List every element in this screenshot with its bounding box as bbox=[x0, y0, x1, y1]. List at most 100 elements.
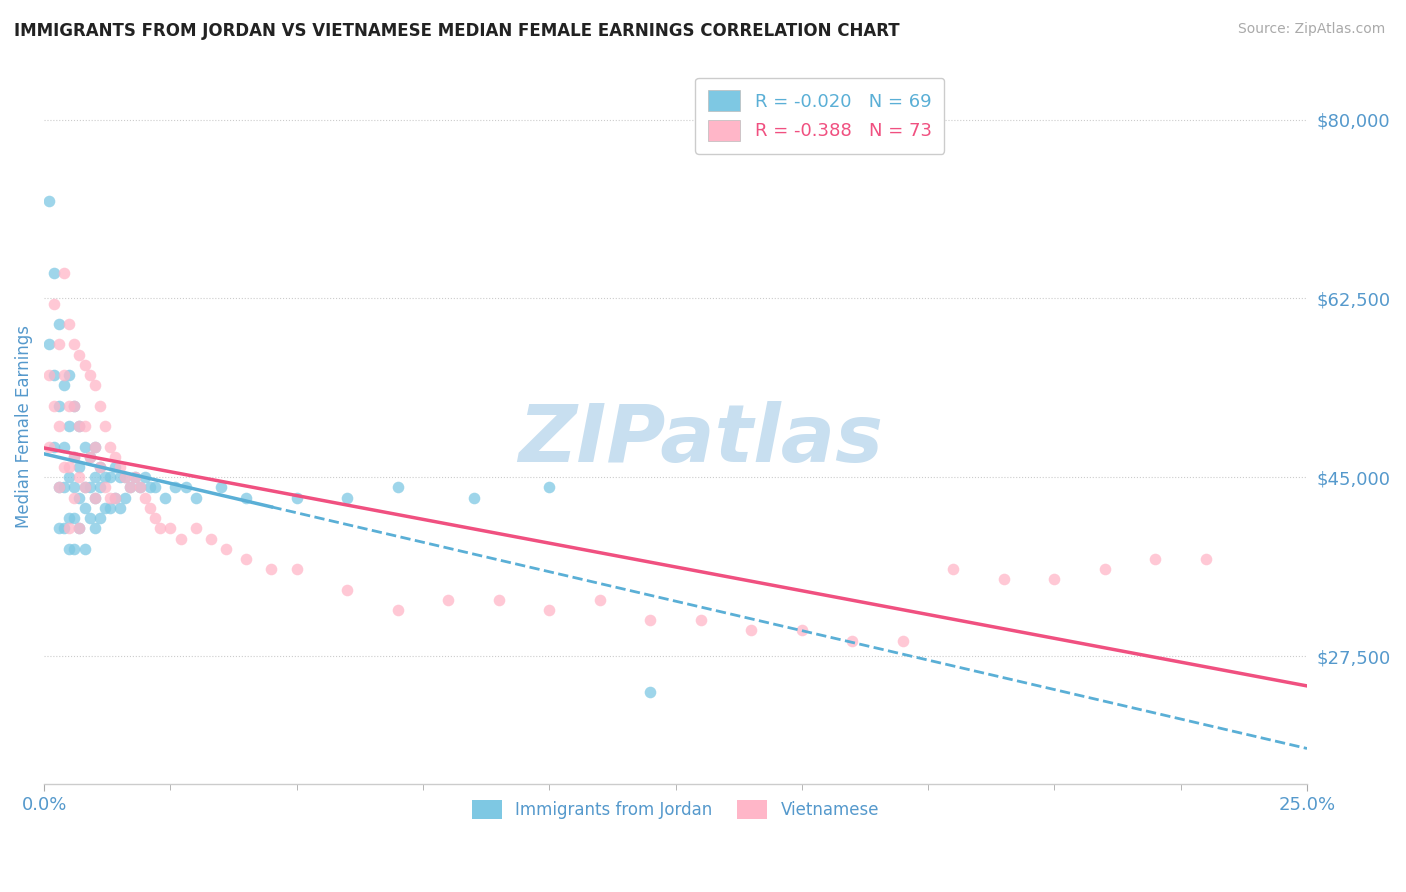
Point bbox=[69, 491, 91, 505]
Point bbox=[387, 480, 409, 494]
Point bbox=[108, 500, 131, 515]
Point bbox=[942, 562, 965, 576]
Point bbox=[83, 378, 105, 392]
Point bbox=[89, 399, 111, 413]
Point bbox=[48, 419, 70, 434]
Point bbox=[53, 440, 76, 454]
Point bbox=[58, 368, 80, 382]
Point bbox=[83, 440, 105, 454]
Point bbox=[1144, 552, 1167, 566]
Point bbox=[159, 521, 181, 535]
Point bbox=[58, 317, 80, 331]
Point bbox=[215, 541, 238, 556]
Point bbox=[104, 450, 127, 464]
Point bbox=[387, 603, 409, 617]
Point bbox=[689, 613, 711, 627]
Point bbox=[93, 480, 115, 494]
Point bbox=[143, 511, 166, 525]
Point bbox=[169, 532, 191, 546]
Y-axis label: Median Female Earnings: Median Female Earnings bbox=[15, 325, 32, 528]
Point bbox=[53, 368, 76, 382]
Point bbox=[118, 480, 141, 494]
Point bbox=[69, 348, 91, 362]
Point bbox=[98, 491, 121, 505]
Text: ZIPatlas: ZIPatlas bbox=[519, 401, 883, 479]
Point bbox=[79, 480, 101, 494]
Point bbox=[63, 337, 86, 351]
Point bbox=[124, 470, 146, 484]
Point bbox=[44, 399, 66, 413]
Point bbox=[184, 521, 207, 535]
Point bbox=[538, 603, 561, 617]
Point bbox=[93, 500, 115, 515]
Point bbox=[83, 491, 105, 505]
Point bbox=[124, 470, 146, 484]
Point bbox=[44, 266, 66, 280]
Point bbox=[83, 491, 105, 505]
Point bbox=[63, 450, 86, 464]
Point bbox=[139, 500, 162, 515]
Point bbox=[209, 480, 232, 494]
Point bbox=[73, 419, 96, 434]
Point bbox=[63, 541, 86, 556]
Point bbox=[53, 378, 76, 392]
Point bbox=[63, 480, 86, 494]
Point bbox=[79, 511, 101, 525]
Point bbox=[53, 480, 76, 494]
Point bbox=[1094, 562, 1116, 576]
Point bbox=[993, 573, 1015, 587]
Point bbox=[114, 491, 136, 505]
Point bbox=[104, 491, 127, 505]
Point bbox=[38, 368, 60, 382]
Point bbox=[79, 450, 101, 464]
Point bbox=[44, 368, 66, 382]
Point bbox=[53, 521, 76, 535]
Point bbox=[174, 480, 197, 494]
Point bbox=[139, 480, 162, 494]
Point bbox=[89, 511, 111, 525]
Point bbox=[336, 582, 359, 597]
Point bbox=[143, 480, 166, 494]
Point bbox=[891, 633, 914, 648]
Point bbox=[73, 480, 96, 494]
Point bbox=[58, 521, 80, 535]
Point bbox=[488, 592, 510, 607]
Point bbox=[165, 480, 187, 494]
Point bbox=[98, 470, 121, 484]
Point bbox=[463, 491, 485, 505]
Point bbox=[841, 633, 863, 648]
Point bbox=[58, 460, 80, 475]
Point bbox=[63, 491, 86, 505]
Point bbox=[104, 491, 127, 505]
Point bbox=[48, 521, 70, 535]
Point bbox=[1195, 552, 1218, 566]
Point bbox=[38, 337, 60, 351]
Point bbox=[48, 480, 70, 494]
Point bbox=[73, 500, 96, 515]
Point bbox=[73, 358, 96, 372]
Point bbox=[63, 399, 86, 413]
Point bbox=[740, 624, 762, 638]
Point bbox=[336, 491, 359, 505]
Point bbox=[790, 624, 813, 638]
Point bbox=[58, 511, 80, 525]
Point bbox=[437, 592, 460, 607]
Point bbox=[134, 470, 156, 484]
Point bbox=[48, 399, 70, 413]
Point bbox=[89, 460, 111, 475]
Point bbox=[63, 511, 86, 525]
Point bbox=[184, 491, 207, 505]
Point bbox=[134, 491, 156, 505]
Point bbox=[38, 194, 60, 209]
Point bbox=[73, 541, 96, 556]
Point bbox=[38, 440, 60, 454]
Point bbox=[108, 470, 131, 484]
Point bbox=[89, 480, 111, 494]
Point bbox=[640, 685, 662, 699]
Point bbox=[1043, 573, 1066, 587]
Point bbox=[73, 480, 96, 494]
Point bbox=[129, 480, 152, 494]
Point bbox=[53, 460, 76, 475]
Point bbox=[69, 419, 91, 434]
Point bbox=[200, 532, 222, 546]
